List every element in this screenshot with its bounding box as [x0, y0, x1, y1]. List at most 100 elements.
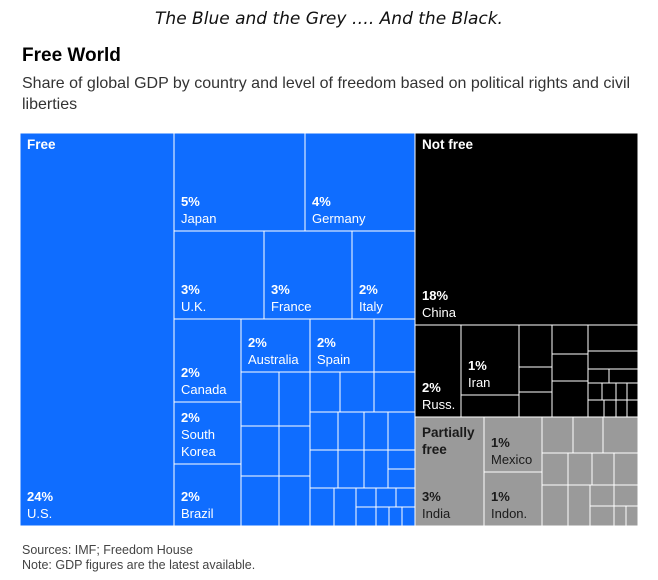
tile-not-free-minor-9 [551, 380, 589, 418]
value-label-italy: 2% [359, 282, 378, 297]
value-label-indon: 1% [491, 489, 510, 504]
tile-indon [483, 471, 543, 526]
tile-india [414, 416, 485, 526]
tile-iran [460, 324, 520, 396]
tile-free-minor-24 [375, 487, 397, 508]
tile-partially-free-minor-12 [613, 484, 638, 507]
tile-not-free-minor-12 [587, 382, 603, 401]
group-label-partially-free-line2: free [422, 442, 447, 457]
tile-free-minor-25 [395, 487, 416, 508]
chart-title: Free World [22, 45, 121, 66]
tile-free-minor-18 [387, 449, 416, 470]
tile-free-minor-26 [375, 506, 390, 526]
country-label-mexico: Mexico [491, 452, 532, 467]
tile-free-minor-5 [278, 425, 311, 477]
tile-germany [304, 133, 416, 232]
tile-free-minor-16 [337, 449, 365, 489]
tile-not-free-minor-6 [587, 350, 638, 370]
group-label-partially-free: Partially [422, 425, 475, 440]
group-label-not-free: Not free [422, 137, 473, 152]
value-label-u-s: 24% [27, 489, 53, 504]
tile-u-s [20, 133, 175, 526]
tile-partially-free-minor-13 [613, 505, 627, 526]
country-label-iran: Iran [468, 375, 490, 390]
tile-free-minor-8 [309, 371, 341, 413]
group-partially-free: 3% India 1% Mexico 1% Indon. Partially free [414, 416, 638, 526]
country-label-india: India [422, 506, 451, 521]
country-label-japan: Japan [181, 211, 216, 226]
tile-not-free-minor-5 [587, 324, 638, 352]
tile-mexico [483, 416, 543, 473]
tile-free-minor-9 [339, 371, 375, 413]
tile-not-free-minor-19 [626, 399, 638, 418]
value-label-spain: 2% [317, 335, 336, 350]
tile-china [414, 133, 638, 326]
tile-u-k [173, 230, 265, 320]
value-label-russ: 2% [422, 380, 441, 395]
tile-free-minor-17 [363, 449, 389, 489]
tile-south-korea [173, 401, 242, 465]
tile-not-free-minor-17 [603, 399, 617, 418]
country-label-spain: Spain [317, 352, 350, 367]
tile-not-free-minor-11 [608, 368, 638, 384]
tile-partially-free-minor-8 [541, 484, 569, 526]
tile-not-free-minor-4 [551, 353, 589, 382]
tile-not-free-minor-15 [626, 382, 638, 401]
country-label-australia: Australia [248, 352, 299, 367]
country-label-indon: Indon. [491, 506, 527, 521]
group-label-free: Free [27, 137, 56, 152]
value-label-iran: 1% [468, 358, 487, 373]
tile-free-minor-7 [278, 475, 311, 526]
tile-not-free-minor-3 [551, 324, 589, 355]
tile-not-free-minor-13 [601, 382, 617, 401]
tile-free-minor-3 [278, 371, 311, 427]
tile-free-minor-23 [355, 506, 377, 526]
value-label-france: 3% [271, 282, 290, 297]
tile-partially-free-minor-2 [572, 416, 604, 454]
value-label-japan: 5% [181, 194, 200, 209]
tile-partially-free-minor-9 [567, 484, 591, 526]
tile-partially-free-minor-1 [541, 416, 574, 454]
tile-free-minor-1 [373, 318, 416, 373]
tile-free-minor-10 [373, 371, 416, 413]
country-label-russ: Russ. [422, 397, 455, 412]
tile-free-minor-28 [401, 506, 416, 526]
gdp-note: Note: GDP figures are the latest availab… [22, 558, 256, 572]
country-label-canada: Canada [181, 382, 227, 397]
image-caption: The Blue and the Grey …. And the Black. [155, 9, 503, 29]
value-label-u-k: 3% [181, 282, 200, 297]
country-label-italy: Italy [359, 299, 383, 314]
tile-partially-free-minor-14 [625, 505, 638, 526]
tile-partially-free-minor-10 [589, 484, 615, 507]
tile-france [263, 230, 353, 320]
value-label-india: 3% [422, 489, 441, 504]
group-not-free: 18% China 2% Russ. 1% Iran Not free [414, 133, 638, 418]
value-label-china: 18% [422, 288, 448, 303]
tile-free-minor-11 [309, 411, 339, 451]
tile-partially-free-minor-11 [589, 505, 615, 526]
country-label-south-korea: South [181, 427, 215, 442]
country-label-germany: Germany [312, 211, 366, 226]
tile-free-minor-13 [363, 411, 389, 451]
tile-not-free-minor-2 [518, 324, 553, 368]
tile-free-minor-14 [387, 411, 416, 451]
country-label-china: China [422, 305, 457, 320]
value-label-germany: 4% [312, 194, 331, 209]
value-label-mexico: 1% [491, 435, 510, 450]
tile-brazil [173, 463, 242, 526]
tile-free-minor-2 [240, 371, 280, 427]
tile-not-free-minor-7 [518, 366, 553, 393]
tile-free-minor-15 [309, 449, 339, 489]
tile-not-free-minor-8 [518, 391, 553, 418]
tile-not-free-minor-10 [587, 368, 610, 384]
value-label-brazil: 2% [181, 489, 200, 504]
tile-free-minor-6 [240, 475, 280, 526]
treemap-chart: 24% U.S. 5% Japan 4% Germany 3% U.K. 3% France 2% I… [20, 133, 638, 526]
tile-partially-free-minor-5 [567, 452, 593, 486]
chart-footer: Sources: IMF; Freedom House Note: GDP fi… [22, 543, 255, 573]
tile-free-minor-27 [388, 506, 403, 526]
tile-free-minor-12 [337, 411, 365, 451]
tile-partially-free-minor-6 [591, 452, 615, 486]
value-label-canada: 2% [181, 365, 200, 380]
tile-partially-free-minor-7 [613, 452, 638, 486]
